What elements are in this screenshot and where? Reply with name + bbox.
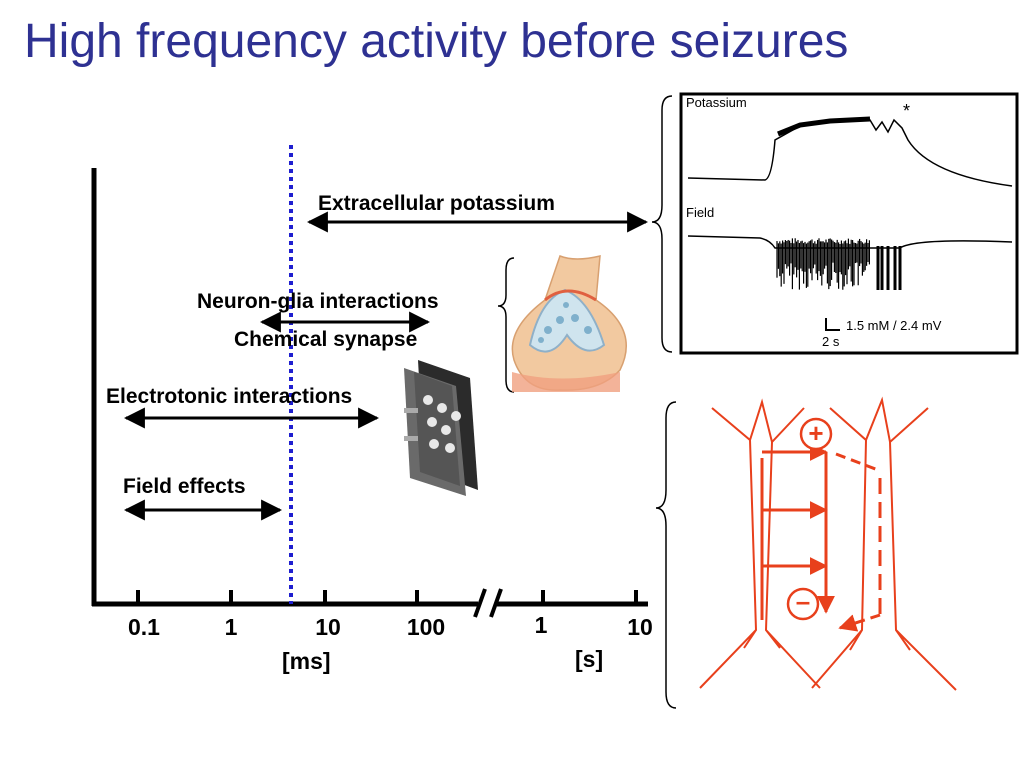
neuron-current-arrows xyxy=(760,443,882,632)
axis-break-mark xyxy=(473,588,487,618)
tick-label: 100 xyxy=(406,614,446,640)
axis-break-mark xyxy=(489,588,503,618)
brace-synapse xyxy=(497,257,515,393)
recording-panel xyxy=(679,92,1019,355)
neuron-pair-illustration xyxy=(699,396,957,691)
unit-s: [s] xyxy=(575,646,604,672)
label-electrotonic: Electrotonic interactions xyxy=(106,385,353,408)
tick-label: 10 xyxy=(627,614,653,640)
seizure-asterisk: * xyxy=(903,101,911,121)
scale-bar xyxy=(825,318,840,331)
potassium-trace-thick xyxy=(777,116,871,137)
tick-label: 1 xyxy=(224,614,238,640)
minus-circle xyxy=(786,587,820,621)
label-field-trace: Field xyxy=(686,205,715,220)
plus-circle xyxy=(799,417,833,451)
chemical-synapse-illustration xyxy=(511,255,627,392)
plus-sign: + xyxy=(808,418,824,448)
gap-junction-illustration xyxy=(404,360,478,496)
field-burst xyxy=(776,238,902,290)
label-potassium-trace: Potassium xyxy=(686,95,747,110)
brace-neurons xyxy=(655,401,677,709)
brace-recording xyxy=(651,95,673,353)
tick-label: 10 xyxy=(315,614,341,640)
page-title: High frequency activity before seizures xyxy=(24,15,849,68)
label-extracellular-potassium: Extracellular potassium xyxy=(318,192,555,215)
tick-label: 1 xyxy=(534,612,548,638)
minus-sign: – xyxy=(795,586,811,616)
label-chemical-synapse: Chemical synapse xyxy=(234,328,418,351)
unit-ms: [ms] xyxy=(282,648,331,674)
label-scale: 1.5 mM / 2.4 mV xyxy=(846,318,942,333)
tick-label: 0.1 xyxy=(128,614,160,640)
potassium-trace xyxy=(687,118,1013,187)
label-neuron-glia: Neuron-glia interactions xyxy=(197,290,439,313)
label-time-scale: 2 s xyxy=(822,334,840,349)
label-field-effects: Field effects xyxy=(123,475,246,498)
